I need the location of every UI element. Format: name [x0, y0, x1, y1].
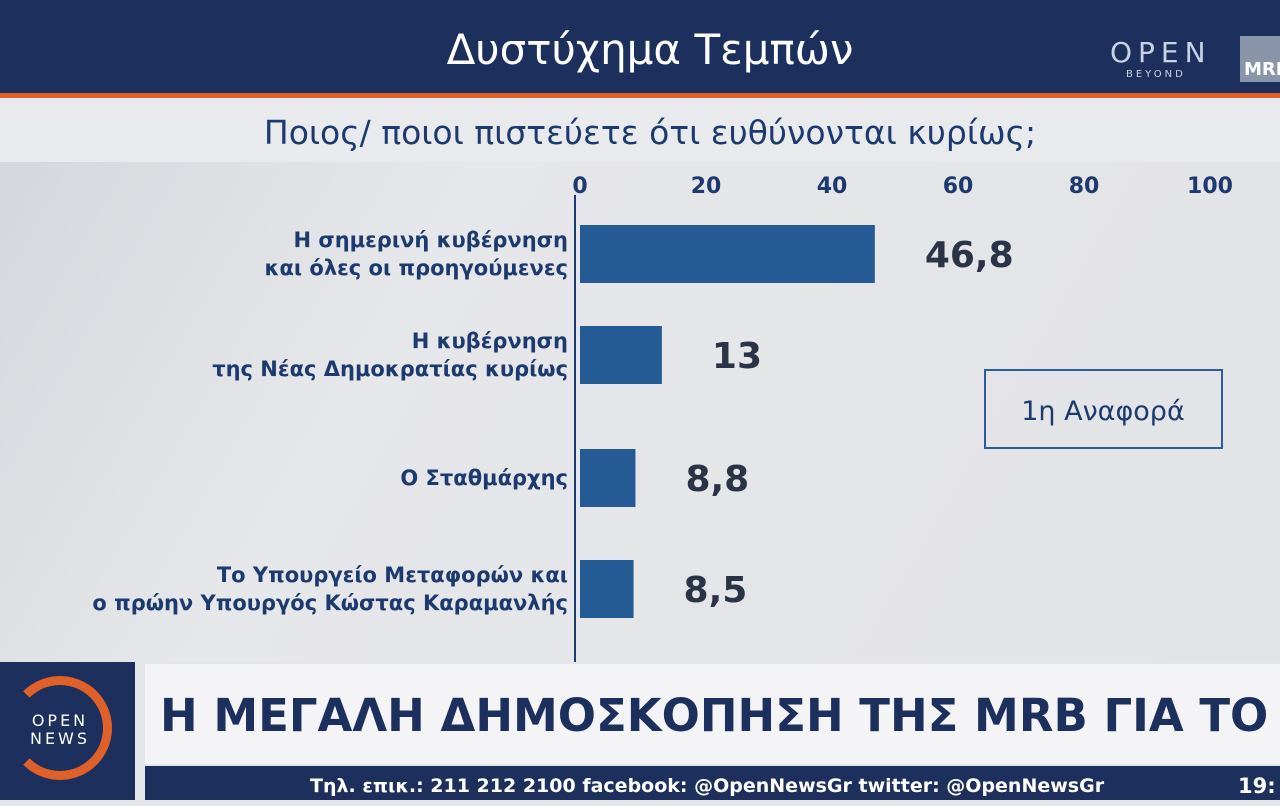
headline: Η ΜΕΓΑΛΗ ΔΗΜΟΣΚΟΠΗΣΗ ΤΗΣ MRB ΓΙΑ ΤΟ OPEN — [160, 689, 1280, 742]
x-tick-label: 20 — [691, 174, 722, 199]
news-logo: OPEN NEWS — [29, 711, 91, 748]
annotation: 1η Αναφορά — [1021, 396, 1185, 427]
clock: 19: — [1238, 774, 1276, 798]
corner-logo: MRB — [1240, 36, 1280, 82]
top-bar — [0, 0, 1280, 93]
title: Δυστύχημα Τεμπών — [446, 25, 854, 74]
ticker-band — [145, 766, 1280, 800]
bar — [580, 449, 636, 507]
subtitle-band — [0, 98, 1280, 162]
headline-band — [145, 664, 1280, 764]
logo-ring — [8, 676, 112, 780]
x-tick-label: 0 — [572, 174, 587, 199]
bar — [580, 560, 634, 618]
annotation-box — [984, 369, 1223, 449]
value-label: 8,5 — [684, 570, 748, 611]
category-label: Ο Σταθμάρχης — [400, 466, 568, 490]
logo-sub: BEYOND — [1126, 69, 1186, 80]
x-tick-label: 100 — [1187, 174, 1233, 199]
category-label: Η κυβέρνηση της Νέας Δημοκρατίας κυρίως — [212, 329, 568, 381]
category-label: Το Υπουργείο Μεταφορών και ο πρώην Υπουρ… — [92, 563, 568, 615]
accent-line — [0, 93, 1280, 98]
chart-title: Ποιος/ ποιοι πιστεύετε ότι ευθύνονται κυ… — [263, 113, 1037, 152]
ticker: Τηλ. επικ.: 211 212 2100 facebook: @Open… — [310, 775, 1105, 797]
bar — [580, 225, 875, 283]
logo: OPEN — [1110, 36, 1212, 69]
x-tick-label: 40 — [817, 174, 848, 199]
category-label: Η σημερινή κυβέρνηση και όλες οι προηγού… — [264, 228, 568, 280]
x-tick-label: 80 — [1069, 174, 1100, 199]
bar — [580, 326, 662, 384]
value-label: 46,8 — [925, 235, 1014, 276]
x-tick-label: 60 — [943, 174, 974, 199]
value-label: 13 — [712, 336, 762, 377]
value-label: 8,8 — [685, 459, 749, 500]
